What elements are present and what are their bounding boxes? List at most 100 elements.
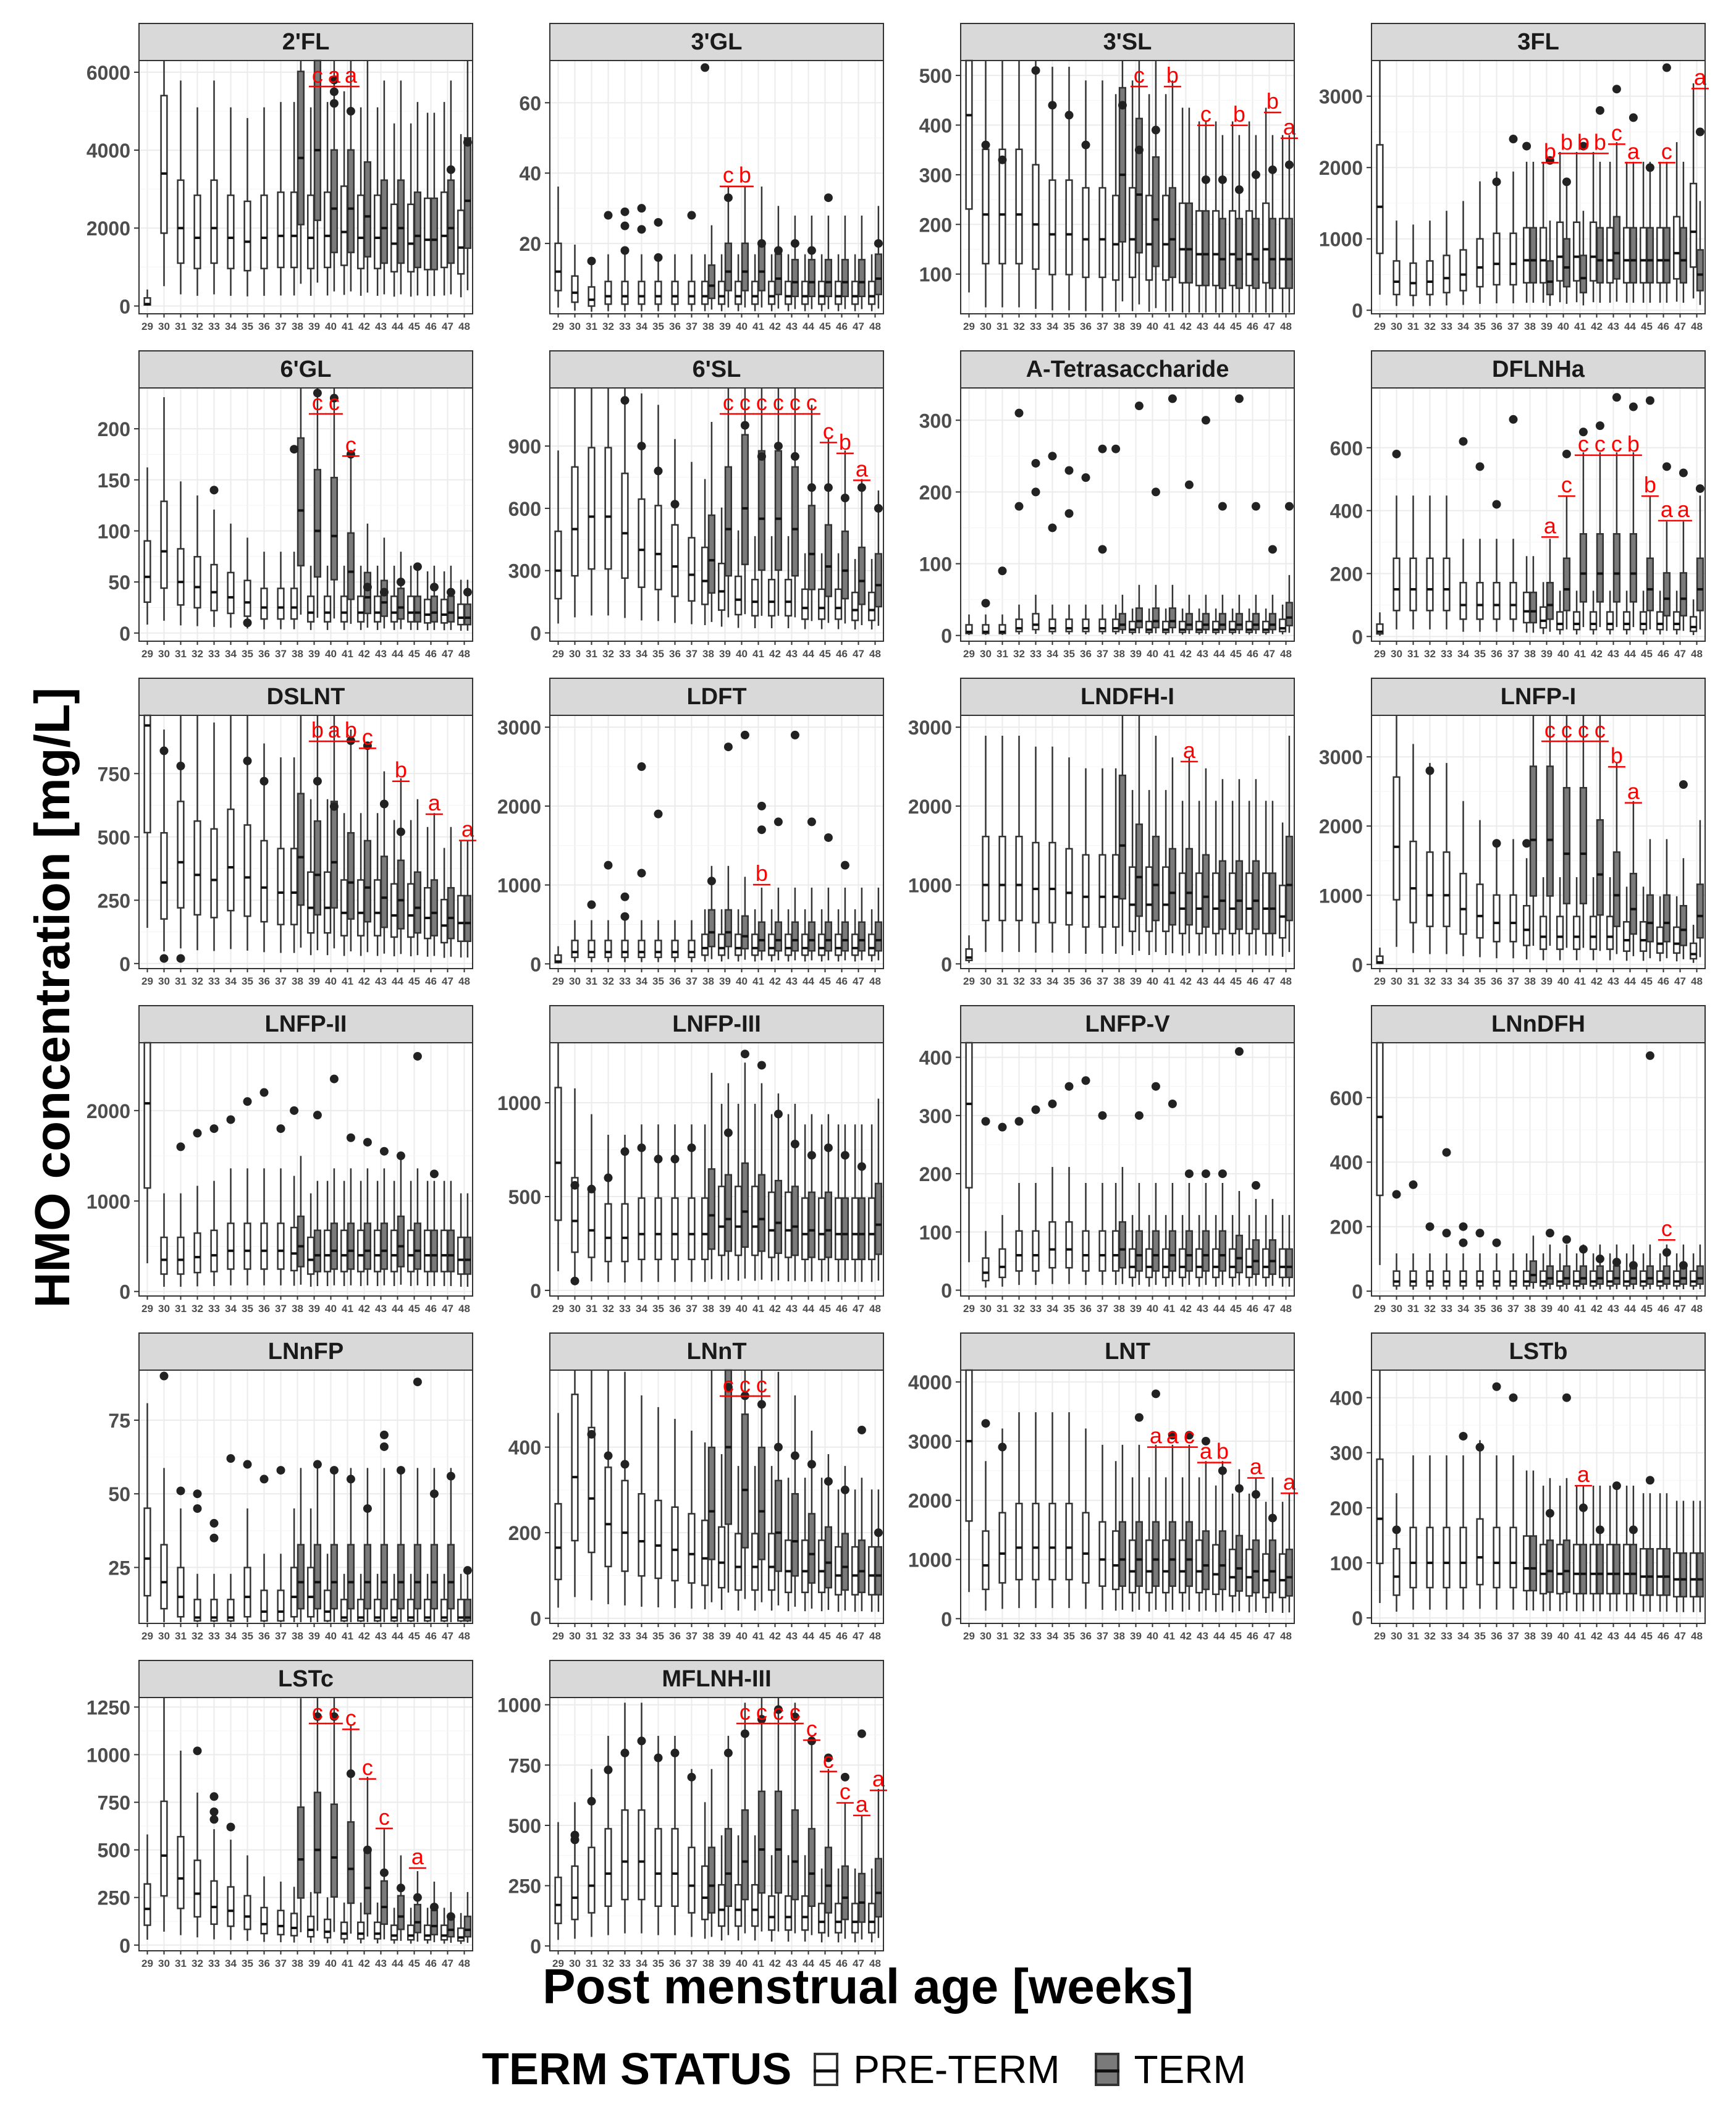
outlier-point-term (707, 877, 716, 886)
x-tick-label: 47 (853, 321, 864, 332)
x-tick-label: 37 (275, 1958, 287, 1969)
box-pre-term (1672, 1270, 1681, 1287)
x-tick-label: 33 (1030, 1303, 1042, 1315)
box-pre-term (1082, 187, 1090, 279)
box-pre-term (784, 1895, 793, 1931)
y-tick-label: 60 (519, 92, 541, 114)
significance-label: b (1611, 743, 1623, 768)
box-pre-term (1459, 872, 1467, 935)
box-term (757, 1446, 766, 1560)
y-tick-label: 0 (530, 623, 541, 645)
outlier-point-pre-term (193, 1746, 202, 1756)
y-tick-label: 500 (508, 1815, 541, 1837)
x-tick-label: 35 (1063, 1630, 1075, 1642)
box-term (1562, 1539, 1571, 1593)
box-term (463, 137, 472, 249)
outlier-point-term (1284, 160, 1294, 169)
box-pre-term (1195, 210, 1203, 287)
x-tick-label: 33 (208, 321, 220, 332)
x-tick-label: 45 (1641, 1303, 1653, 1315)
box-pre-term (1589, 221, 1598, 282)
outlier-point-pre-term (176, 1486, 185, 1496)
legend: TERM STATUS PRE-TERM TERM (482, 2039, 1281, 2100)
box-term (1546, 260, 1554, 296)
outlier-point-pre-term (259, 776, 269, 786)
x-tick-label: 48 (869, 1303, 881, 1315)
box-pre-term (851, 1546, 859, 1596)
panel-strip (549, 1660, 884, 1698)
box-pre-term (1128, 187, 1137, 279)
x-tick-label: 44 (1624, 1630, 1636, 1642)
box-term (1235, 1534, 1244, 1592)
x-tick-label: 39 (308, 1303, 320, 1315)
box-pre-term (390, 883, 398, 938)
panel-border (549, 1042, 884, 1297)
legend-title: TERM STATUS (482, 2045, 792, 2094)
x-tick-label: 45 (1230, 975, 1242, 987)
box-pre-term (1572, 1544, 1581, 1595)
panel-strip (138, 678, 473, 716)
outlier-point-term (874, 239, 883, 248)
box-term (1662, 572, 1671, 616)
box-pre-term (1376, 144, 1384, 255)
plot-area (1372, 1043, 1705, 1296)
outlier-point-term (379, 587, 389, 597)
outlier-point-pre-term (290, 445, 299, 454)
x-tick-label: 30 (980, 975, 992, 987)
box-pre-term (1393, 1548, 1401, 1596)
outlier-point-term (757, 1061, 766, 1070)
box-pre-term (638, 498, 646, 588)
outlier-point-pre-term (193, 1129, 202, 1138)
outlier-point-term (413, 1893, 422, 1902)
outlier-point-pre-term (620, 221, 630, 230)
x-tick-label: 39 (308, 975, 320, 987)
box-pre-term (1145, 1248, 1153, 1279)
outlier-point-term (723, 1128, 733, 1137)
box-term (1646, 894, 1654, 943)
x-tick-label: 37 (1507, 321, 1519, 332)
x-tick-label: 36 (1080, 321, 1092, 332)
box-pre-term (193, 1599, 201, 1622)
box-pre-term (1065, 1502, 1073, 1581)
box-pre-term (423, 1924, 432, 1941)
box-pre-term (306, 194, 315, 269)
x-tick-label: 33 (1030, 975, 1042, 987)
y-tick-label: 3000 (908, 1431, 952, 1453)
outlier-point-pre-term (637, 204, 646, 213)
significance-label: b (1166, 62, 1179, 88)
x-tick-label: 30 (158, 1630, 170, 1642)
x-tick-label: 40 (736, 648, 748, 660)
panel-title: DSLNT (267, 684, 345, 710)
x-tick-label: 30 (1391, 975, 1402, 987)
x-tick-label: 45 (1641, 975, 1653, 987)
y-tick-label: 200 (1330, 1216, 1363, 1239)
box-pre-term (965, 59, 973, 210)
x-tick-label: 42 (769, 648, 781, 660)
box-pre-term (1509, 581, 1517, 620)
x-tick-label: 46 (1247, 648, 1258, 660)
box-pre-term (654, 1828, 662, 1908)
box-term (363, 571, 372, 615)
box-term (1168, 1521, 1177, 1587)
box-pre-term (1048, 618, 1056, 633)
outlier-point-pre-term (276, 1466, 285, 1475)
box-pre-term (867, 1197, 876, 1261)
box-pre-term (323, 1229, 332, 1273)
significance-label: a (1694, 64, 1707, 90)
outlier-point-term (757, 1400, 766, 1409)
box-term (791, 1493, 799, 1577)
x-tick-label: 36 (1080, 1303, 1092, 1315)
x-tick-label: 36 (669, 975, 681, 987)
significance-label: c (345, 1706, 356, 1731)
box-term (1152, 1521, 1160, 1587)
x-tick-label: 45 (1641, 321, 1653, 332)
panel-strip (138, 350, 473, 389)
x-tick-label: 46 (1658, 1630, 1669, 1642)
x-tick-label: 43 (375, 975, 387, 987)
outlier-point-pre-term (654, 1155, 663, 1164)
outlier-point-pre-term (243, 756, 252, 765)
x-tick-label: 38 (292, 1630, 303, 1642)
box-pre-term (688, 1846, 696, 1914)
box-pre-term (701, 1197, 709, 1261)
x-tick-label: 33 (619, 648, 631, 660)
